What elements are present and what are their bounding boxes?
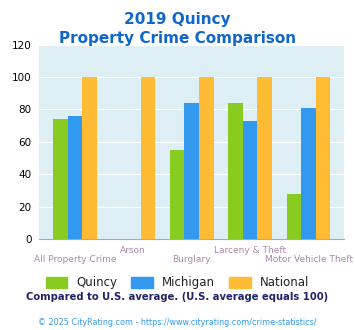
Text: All Property Crime: All Property Crime [34, 255, 116, 264]
Bar [286, 194, 301, 239]
Bar [316, 77, 331, 239]
Text: Burglary: Burglary [173, 255, 211, 264]
Bar [228, 103, 243, 239]
Text: 2019 Quincy: 2019 Quincy [124, 12, 231, 26]
Bar [82, 77, 97, 239]
Text: Motor Vehicle Theft: Motor Vehicle Theft [264, 255, 353, 264]
Text: © 2025 CityRating.com - https://www.cityrating.com/crime-statistics/: © 2025 CityRating.com - https://www.city… [38, 318, 317, 327]
Bar [184, 103, 199, 239]
Text: Property Crime Comparison: Property Crime Comparison [59, 31, 296, 46]
Text: Arson: Arson [120, 246, 146, 255]
Bar [199, 77, 214, 239]
Bar [53, 119, 67, 239]
Bar [67, 116, 82, 239]
Bar [301, 108, 316, 239]
Text: Compared to U.S. average. (U.S. average equals 100): Compared to U.S. average. (U.S. average … [26, 292, 329, 302]
Bar [257, 77, 272, 239]
Text: Larceny & Theft: Larceny & Theft [214, 246, 286, 255]
Legend: Quincy, Michigan, National: Quincy, Michigan, National [41, 272, 314, 294]
Bar [170, 150, 184, 239]
Bar [243, 121, 257, 239]
Bar [141, 77, 155, 239]
